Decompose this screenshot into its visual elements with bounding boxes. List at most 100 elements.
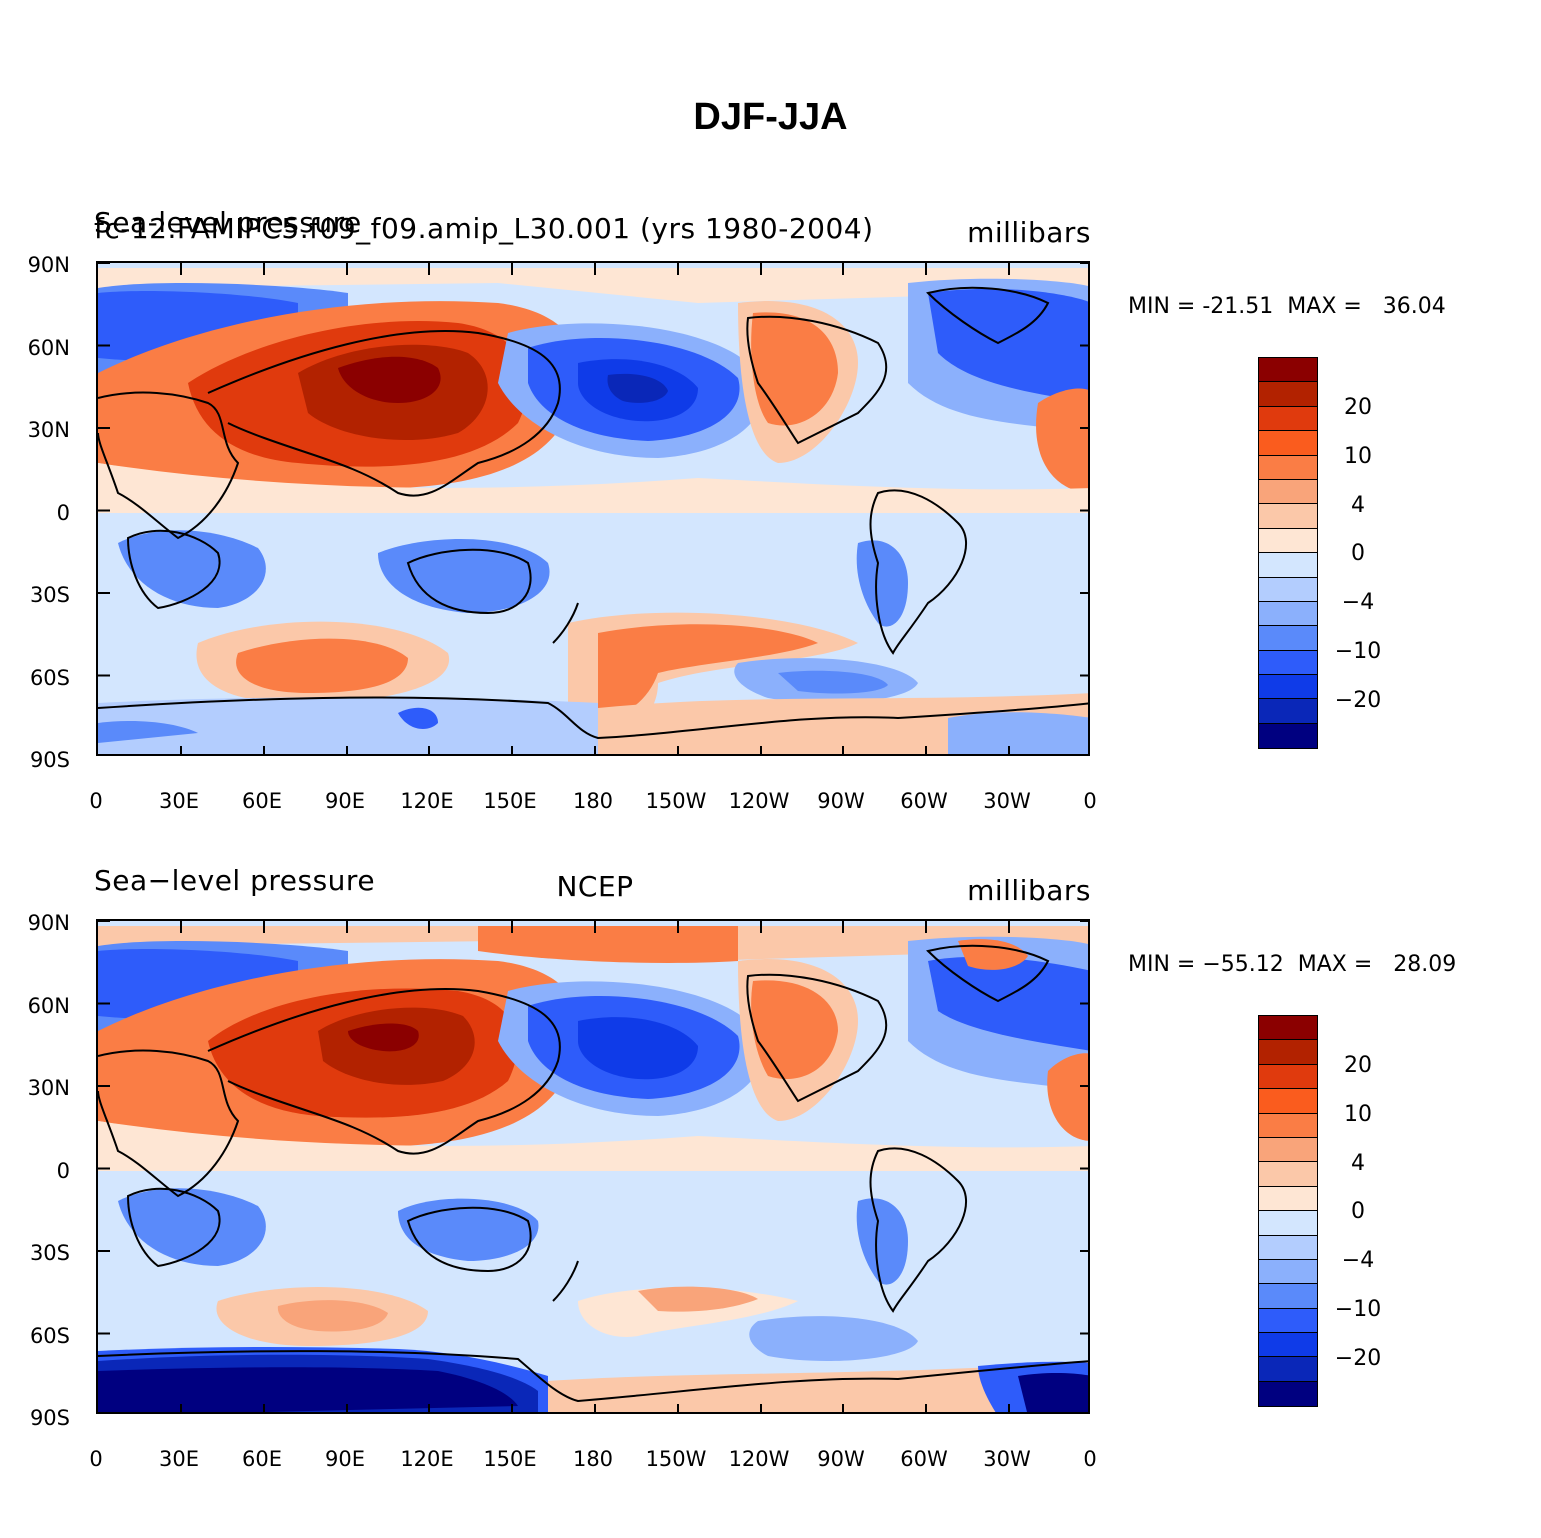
colorbar-swatch: [1259, 1259, 1317, 1285]
colorbar: [1258, 357, 1318, 750]
panel-center-label: NCEP: [556, 870, 634, 903]
y-tick-label: 30S: [29, 583, 70, 607]
colorbar-swatch: [1259, 1381, 1317, 1407]
y-tick-label: 30N: [27, 1076, 70, 1100]
y-tick-label: 60N: [27, 336, 70, 360]
panel-units-label: millibars: [967, 874, 1091, 907]
colorbar-swatch: [1259, 479, 1317, 505]
y-tick-label: 60S: [29, 666, 70, 690]
y-tick-label: 90S: [29, 1406, 70, 1430]
x-tick-label: 90W: [817, 1447, 865, 1471]
colorbar-swatch: [1259, 650, 1317, 676]
colorbar: [1258, 1015, 1318, 1408]
colorbar-swatch: [1259, 723, 1317, 749]
colorbar-swatch: [1259, 601, 1317, 627]
x-tick-label: 0: [1083, 1447, 1097, 1471]
colorbar-swatch: [1259, 1333, 1317, 1358]
x-tick-label: 120W: [728, 1447, 790, 1471]
x-tick-label: 120W: [728, 789, 790, 813]
coastlines: [98, 944, 1088, 1403]
x-tick-label: 90E: [325, 789, 365, 813]
colorbar-swatch: [1259, 455, 1317, 480]
x-tick-label: 30W: [983, 1447, 1031, 1471]
max-value: MAX = 28.09: [1297, 952, 1457, 977]
slp-contour-field: [98, 921, 1088, 1412]
x-tick-label: 0: [89, 789, 103, 813]
x-tick-label: 90W: [817, 789, 865, 813]
y-tick-label: 90N: [27, 253, 70, 277]
colorbar-label: 10: [1344, 444, 1372, 469]
x-tick-label: 30E: [159, 1447, 199, 1471]
colorbar-swatch: [1259, 626, 1317, 651]
colorbar-label: −20: [1334, 688, 1382, 713]
y-tick-label: 30N: [27, 418, 70, 442]
y-tick-label: 90N: [27, 911, 70, 935]
y-tick-label: 60N: [27, 994, 70, 1018]
colorbar-label: 4: [1351, 1151, 1365, 1176]
slp-contour-field: [98, 263, 1088, 754]
panel-units-label: millibars: [967, 216, 1091, 249]
x-tick-label: 180: [572, 1447, 614, 1471]
panel-left-label: Sea−level pressure: [94, 864, 376, 897]
colorbar-label: −10: [1334, 1297, 1382, 1322]
colorbar-label: 20: [1344, 1053, 1372, 1078]
y-tick-label: 60S: [29, 1324, 70, 1348]
colorbar-swatch: [1259, 1186, 1317, 1212]
min-value: MIN = −55.12: [1128, 952, 1284, 977]
colorbar-swatch: [1259, 406, 1317, 432]
colorbar-label: 0: [1351, 1199, 1365, 1224]
x-tick-label: 150E: [483, 789, 537, 813]
x-tick-label: 60W: [900, 1447, 948, 1471]
colorbar-label: 10: [1344, 1102, 1372, 1127]
colorbar-swatch: [1259, 431, 1317, 456]
colorbar-swatch: [1259, 1113, 1317, 1138]
colorbar-label: −10: [1334, 639, 1382, 664]
colorbar-swatch: [1259, 577, 1317, 602]
colorbar-swatch: [1259, 1040, 1317, 1065]
panel-center-label: fc-12.FAMIPC5.f09_f09.amip_L30.001 (yrs …: [94, 212, 874, 245]
x-tick-label: 60E: [242, 1447, 282, 1471]
min-value: MIN = -21.51: [1128, 294, 1274, 319]
x-tick-label: 0: [1083, 789, 1097, 813]
colorbar-swatch: [1259, 1357, 1317, 1382]
slp-map-model: [96, 261, 1090, 756]
colorbar-label: 20: [1344, 395, 1372, 420]
x-tick-label: 180: [572, 789, 614, 813]
min-max-stats: MIN = -21.51 MAX = 36.04: [1128, 294, 1446, 319]
map-tick-marks: [98, 921, 1088, 1412]
colorbar-swatch: [1259, 1162, 1317, 1187]
x-tick-label: 30E: [159, 789, 199, 813]
colorbar-swatch: [1259, 504, 1317, 529]
x-tick-label: 0: [89, 1447, 103, 1471]
min-max-stats: MIN = −55.12 MAX = 28.09: [1128, 952, 1456, 977]
colorbar-swatch: [1259, 553, 1317, 578]
colorbar-swatch: [1259, 1308, 1317, 1334]
x-tick-label: 150W: [645, 1447, 707, 1471]
x-tick-label: 120E: [400, 1447, 454, 1471]
x-tick-label: 150W: [645, 789, 707, 813]
figure-title: DJF-JJA: [693, 96, 848, 138]
colorbar-swatch: [1259, 1016, 1317, 1041]
x-tick-label: 60W: [900, 789, 948, 813]
max-value: MAX = 36.04: [1287, 294, 1446, 319]
y-tick-label: 0: [56, 501, 70, 525]
y-tick-label: 30S: [29, 1241, 70, 1265]
panel-left-label: Sea-level pressure: [94, 206, 362, 239]
y-tick-label: 0: [56, 1159, 70, 1183]
colorbar-label: −4: [1341, 1248, 1375, 1273]
coastlines: [98, 286, 1088, 740]
colorbar-label: 0: [1351, 541, 1365, 566]
colorbar-swatch: [1259, 1137, 1317, 1163]
panel-ncep: Sea−level pressure NCEP millibars: [0, 864, 1541, 1504]
x-tick-label: 120E: [400, 789, 454, 813]
y-tick-label: 90S: [29, 748, 70, 772]
colorbar-swatch: [1259, 1284, 1317, 1309]
colorbar-swatch: [1259, 528, 1317, 554]
colorbar-swatch: [1259, 358, 1317, 383]
colorbar-swatch: [1259, 699, 1317, 724]
colorbar-swatch: [1259, 1064, 1317, 1090]
colorbar-label: 4: [1351, 493, 1365, 518]
colorbar-swatch: [1259, 1235, 1317, 1260]
colorbar-swatch: [1259, 1089, 1317, 1114]
x-tick-label: 150E: [483, 1447, 537, 1471]
